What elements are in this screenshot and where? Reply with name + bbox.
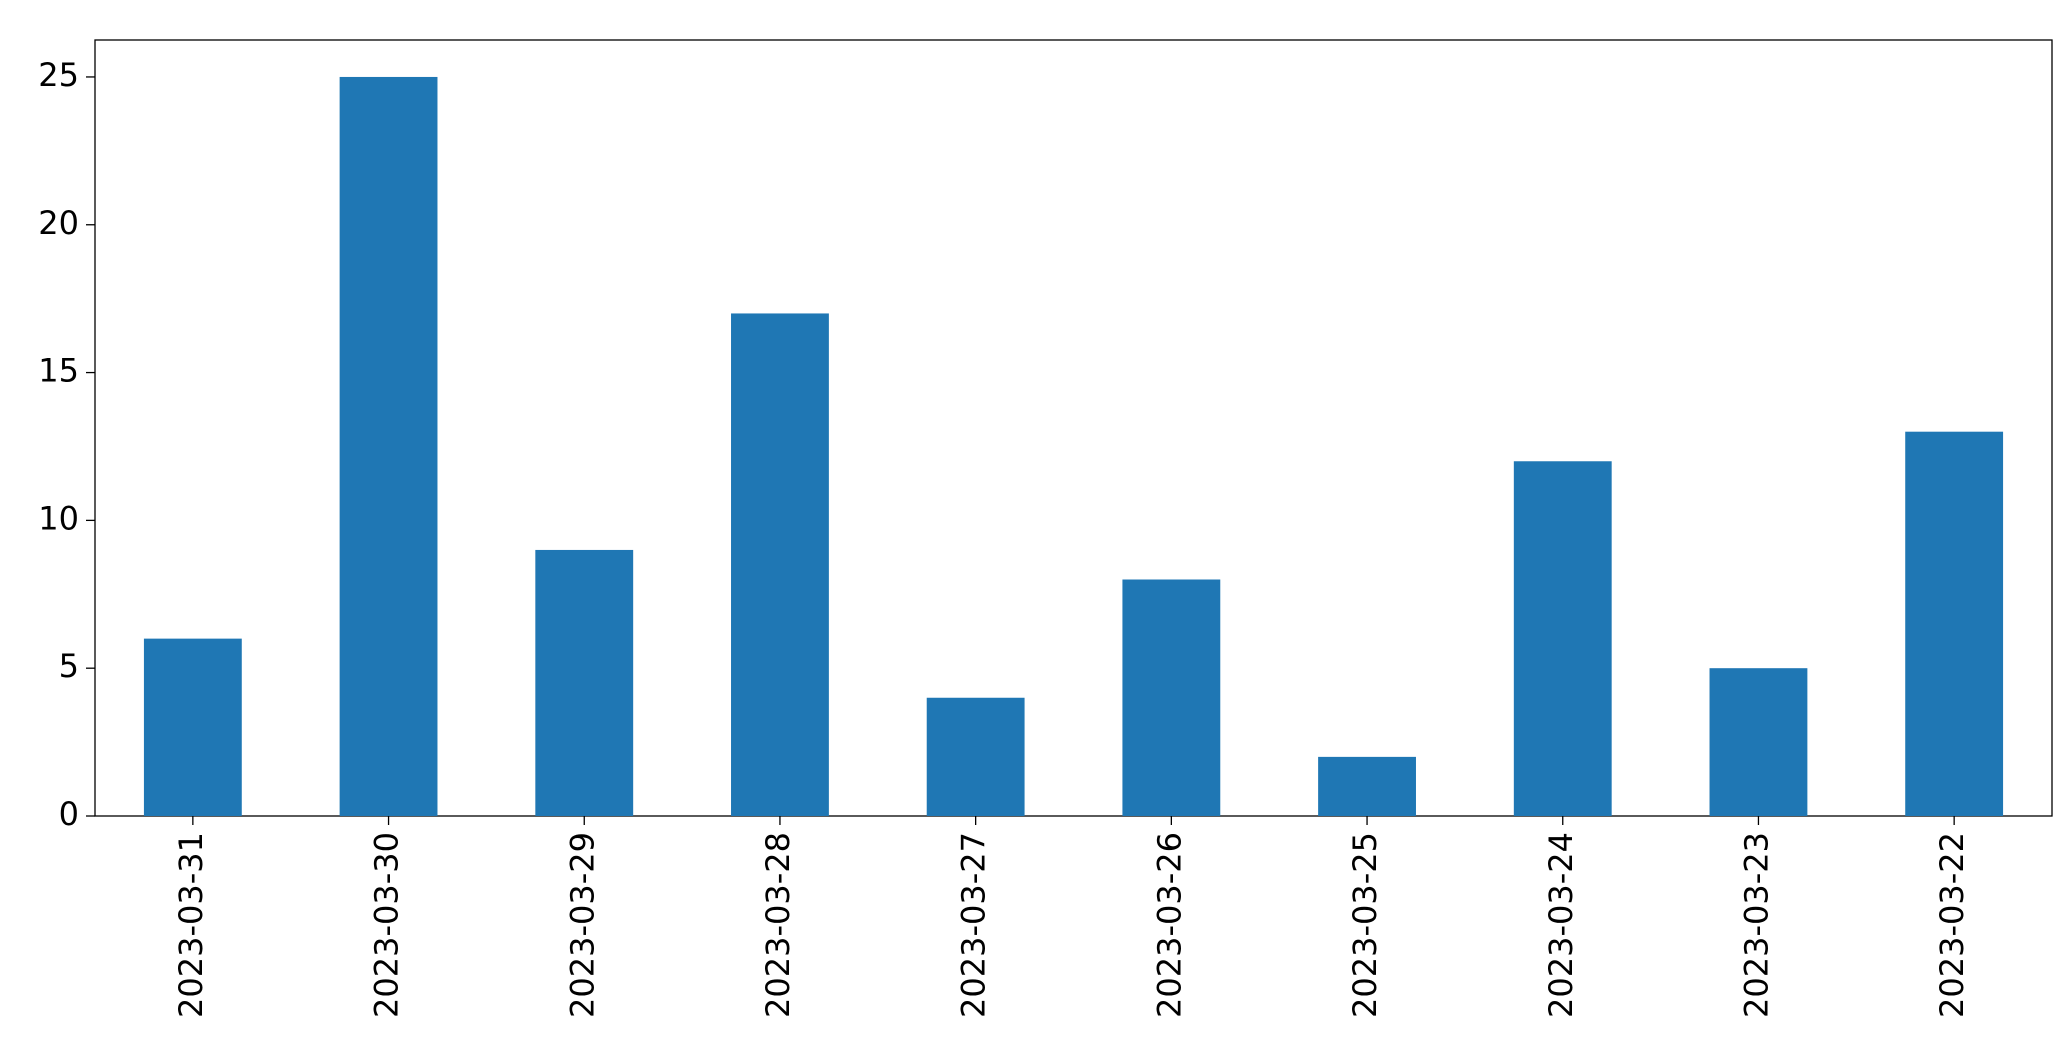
x-tick-label: 2023-03-22	[1933, 832, 1971, 1018]
y-tick-label: 5	[59, 647, 79, 685]
x-tick-label: 2023-03-26	[1150, 832, 1188, 1018]
bar	[731, 313, 829, 816]
x-tick-label: 2023-03-27	[955, 832, 993, 1018]
bar	[1709, 668, 1808, 816]
y-tick-label: 15	[38, 352, 79, 390]
x-tick-label: 2023-03-24	[1542, 832, 1580, 1018]
bar	[1905, 431, 2004, 816]
x-tick-label: 2023-03-25	[1346, 832, 1384, 1018]
x-tick-label: 2023-03-28	[759, 832, 797, 1018]
y-tick-label: 10	[38, 499, 79, 537]
bar	[1122, 579, 1221, 816]
y-tick-label: 0	[59, 795, 79, 833]
bar	[1513, 461, 1612, 816]
bar	[926, 697, 1025, 816]
x-tick-label: 2023-03-23	[1737, 832, 1775, 1018]
y-tick-label: 20	[38, 204, 79, 242]
plot-frame	[94, 39, 2053, 817]
x-tick-label: 2023-03-31	[172, 832, 210, 1018]
bar	[339, 76, 438, 816]
bar	[143, 638, 242, 816]
bar	[1318, 756, 1416, 816]
bar	[535, 549, 634, 816]
y-tick-label: 25	[38, 56, 79, 94]
x-tick-label: 2023-03-29	[563, 832, 601, 1018]
x-tick-label: 2023-03-30	[368, 832, 406, 1018]
